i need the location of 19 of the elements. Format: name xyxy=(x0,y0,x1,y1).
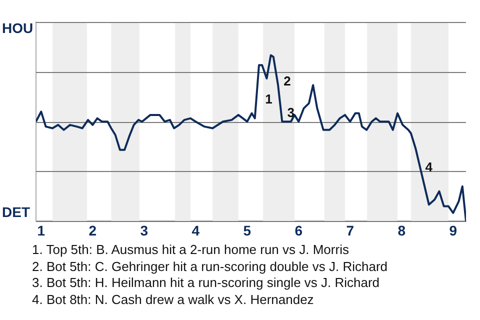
text: DET xyxy=(2,204,30,220)
x-tick-label: 5 xyxy=(243,222,252,238)
x-tick-label: 2 xyxy=(88,222,97,238)
x-tick-label: 3 xyxy=(140,222,148,238)
text: 3. Bot 5th: H. Heilmann hit a run-scoring single vs J. Richard xyxy=(32,275,381,292)
text: 4. Bot 8th: N. Cash drew a walk vs X. Hernandez xyxy=(32,292,315,308)
annotation: 3 xyxy=(287,104,294,120)
text: HOU xyxy=(2,20,34,36)
annotation: 1 xyxy=(265,92,272,107)
x-tick-label: 4 xyxy=(192,222,200,238)
x-tick-label: 6 xyxy=(294,222,303,238)
annotation: 4 xyxy=(425,160,434,175)
annotation: 2 xyxy=(284,73,291,88)
text: 2. Bot 5th: C. Gehringer hit a run-scoring double vs J. Richard xyxy=(32,258,388,275)
text: 1. Top 5th: B. Ausmus hit a 2-run home run vs J. Morris xyxy=(32,242,350,258)
x-tick-label: 9 xyxy=(449,222,458,238)
x-tick-label: 7 xyxy=(346,222,354,238)
x-tick-label: 1 xyxy=(37,222,46,238)
x-tick-label: 8 xyxy=(398,222,406,238)
